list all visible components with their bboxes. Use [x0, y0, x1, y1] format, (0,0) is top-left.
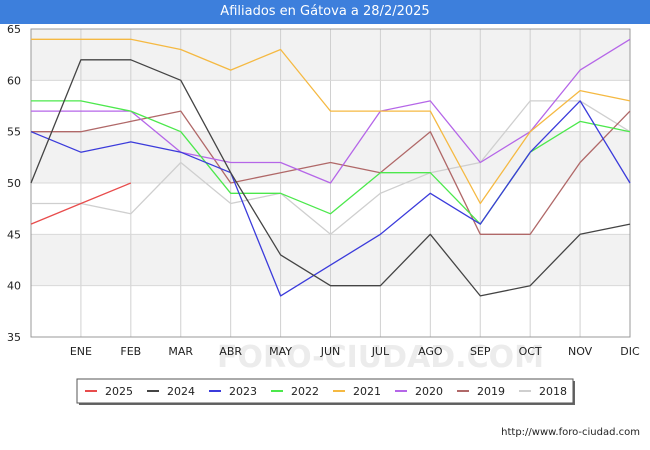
- legend-label-2024: 2024: [167, 385, 195, 398]
- chart-title: Afiliados en Gátova a 28/2/2025: [0, 0, 650, 24]
- x-tick-label: NOV: [568, 345, 593, 358]
- legend-label-2023: 2023: [229, 385, 257, 398]
- legend-label-2021: 2021: [353, 385, 381, 398]
- legend-label-2019: 2019: [477, 385, 505, 398]
- source-url[interactable]: http://www.foro-ciudad.com: [501, 427, 640, 438]
- y-tick-label: 45: [7, 228, 21, 241]
- x-tick-label: OCT: [519, 345, 542, 358]
- x-tick-label: MAY: [269, 345, 292, 358]
- x-tick-label: ABR: [219, 345, 242, 358]
- y-tick-label: 60: [7, 74, 21, 87]
- series-line-2025: [30, 182, 132, 225]
- y-tick-label: 55: [7, 126, 21, 139]
- series-lines: [30, 38, 631, 297]
- y-tick-label: 35: [7, 331, 21, 344]
- x-tick-label: JUN: [320, 345, 341, 358]
- y-tick-label: 50: [7, 177, 21, 190]
- y-tick-label: 40: [7, 280, 21, 293]
- series-line-2019: [31, 110, 631, 235]
- x-tick-label: FEB: [120, 345, 141, 358]
- legend-label-2018: 2018: [539, 385, 567, 398]
- series-line-2018: [31, 100, 631, 235]
- x-tick-label: SEP: [470, 345, 491, 358]
- y-tick-label: 65: [7, 23, 21, 36]
- legend-label-2025: 2025: [105, 385, 133, 398]
- legend-label-2022: 2022: [291, 385, 319, 398]
- series-line-2021: [31, 38, 631, 205]
- x-tick-label: AGO: [418, 345, 443, 358]
- legend-box: [76, 378, 574, 404]
- x-tick-label: DIC: [620, 345, 640, 358]
- x-tick-label: JUL: [371, 345, 390, 358]
- series-line-2023: [30, 100, 631, 297]
- x-tick-label: MAR: [168, 345, 193, 358]
- series-line-2024: [30, 59, 631, 297]
- x-tick-label: ENE: [70, 345, 92, 358]
- watermark: FORO-CIUDAD.COM: [217, 340, 544, 375]
- legend-label-2020: 2020: [415, 385, 443, 398]
